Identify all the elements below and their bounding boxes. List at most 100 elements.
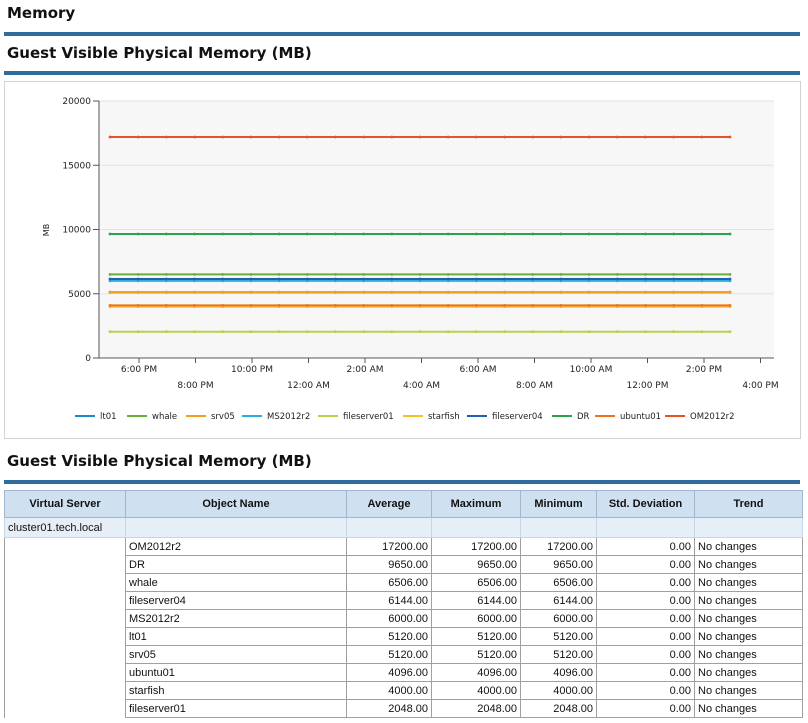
average-cell: 2048.00 bbox=[346, 699, 432, 718]
average-cell: 5120.00 bbox=[346, 645, 432, 664]
data-point bbox=[390, 277, 394, 281]
trend-cell: No changes bbox=[694, 555, 803, 574]
table-row: starfish 4000.00 4000.00 4000.00 0.00 No chan… bbox=[4, 681, 803, 700]
data-point bbox=[559, 272, 563, 276]
std-deviation-cell: 0.00 bbox=[596, 627, 695, 646]
data-point bbox=[390, 330, 394, 334]
section-title: Memory bbox=[7, 4, 76, 22]
x-tick-label: 8:00 PM bbox=[177, 381, 213, 391]
data-point bbox=[249, 290, 253, 294]
data-point bbox=[277, 290, 281, 294]
minimum-cell: 6000.00 bbox=[520, 609, 597, 628]
data-point bbox=[136, 135, 140, 139]
data-point bbox=[305, 303, 309, 307]
object-name-cell: lt01 bbox=[125, 627, 347, 646]
table-row: fileserver04 6144.00 6144.00 6144.00 0.00 No … bbox=[4, 591, 803, 610]
data-point bbox=[728, 290, 732, 294]
data-point bbox=[164, 232, 168, 236]
data-point bbox=[108, 135, 112, 139]
data-point bbox=[362, 277, 366, 281]
table-row: OM2012r2 17200.00 17200.00 17200.00 0.00 No c… bbox=[4, 537, 803, 556]
data-point bbox=[644, 232, 647, 236]
data-point bbox=[221, 290, 225, 294]
data-point bbox=[503, 135, 506, 139]
data-point bbox=[587, 272, 591, 276]
data-point bbox=[249, 277, 253, 281]
column-header-object-name[interactable]: Object Name bbox=[125, 490, 347, 518]
maximum-cell: 5120.00 bbox=[431, 645, 521, 664]
data-point bbox=[672, 272, 676, 276]
average-cell: 9650.00 bbox=[346, 555, 432, 574]
data-point bbox=[615, 232, 619, 236]
data-point bbox=[728, 277, 732, 281]
data-point bbox=[362, 272, 366, 276]
data-point bbox=[390, 135, 394, 139]
trend-cell: No changes bbox=[694, 627, 803, 646]
data-point bbox=[672, 303, 676, 307]
x-tick-label: 6:00 AM bbox=[460, 365, 497, 375]
column-header-virtual-server[interactable]: Virtual Server bbox=[4, 490, 126, 518]
maximum-cell: 4000.00 bbox=[431, 681, 521, 700]
data-point bbox=[305, 135, 309, 139]
column-header-trend[interactable]: Trend bbox=[694, 490, 803, 518]
std-deviation-cell: 0.00 bbox=[596, 591, 695, 610]
data-point bbox=[221, 277, 225, 281]
data-point bbox=[305, 272, 309, 276]
data-point bbox=[390, 290, 394, 294]
maximum-cell: 17200.00 bbox=[431, 537, 521, 556]
data-point bbox=[305, 277, 309, 281]
data-point bbox=[108, 272, 112, 276]
group-label: cluster01.tech.local bbox=[4, 517, 126, 538]
average-cell: 5120.00 bbox=[346, 627, 432, 646]
column-header-average[interactable]: Average bbox=[346, 490, 432, 518]
data-point bbox=[164, 303, 168, 307]
maximum-cell: 6506.00 bbox=[431, 573, 521, 592]
data-point bbox=[672, 277, 676, 281]
data-point bbox=[418, 277, 422, 281]
object-name-cell: srv05 bbox=[125, 645, 347, 664]
average-cell: 4000.00 bbox=[346, 681, 432, 700]
data-point bbox=[559, 303, 563, 307]
memory-line-chart: 0 5000 10000 15000 20000 MB 6:00 PM 8:00 PM 10:0… bbox=[42, 97, 779, 422]
minimum-cell: 4000.00 bbox=[520, 681, 597, 700]
column-header-std-deviation[interactable]: Std. Deviation bbox=[596, 490, 695, 518]
data-point bbox=[334, 272, 337, 276]
data-point bbox=[728, 330, 732, 334]
data-point bbox=[164, 272, 168, 276]
chart-panel: 0 5000 10000 15000 20000 MB 6:00 PM 8:00 PM 10:0… bbox=[4, 81, 801, 439]
x-tick-label: 2:00 PM bbox=[686, 365, 722, 375]
column-header-minimum[interactable]: Minimum bbox=[520, 490, 597, 518]
x-tick-label: 8:00 AM bbox=[516, 381, 553, 391]
data-point bbox=[249, 135, 253, 139]
data-point bbox=[334, 290, 337, 294]
data-point bbox=[474, 303, 478, 307]
column-header-maximum[interactable]: Maximum bbox=[431, 490, 521, 518]
data-point bbox=[587, 290, 591, 294]
data-point bbox=[531, 290, 535, 294]
table-row: DR 9650.00 9650.00 9650.00 0.00 No changes bbox=[4, 555, 803, 574]
data-point bbox=[446, 303, 450, 307]
minimum-cell: 2048.00 bbox=[520, 699, 597, 718]
trend-cell: No changes bbox=[694, 699, 803, 718]
data-point bbox=[193, 232, 196, 236]
object-name-cell: starfish bbox=[125, 681, 347, 700]
section-rule bbox=[4, 32, 800, 36]
data-point bbox=[305, 232, 309, 236]
data-point bbox=[474, 135, 478, 139]
table-row: MS2012r2 6000.00 6000.00 6000.00 0.00 No chan… bbox=[4, 609, 803, 628]
legend-label: DR bbox=[577, 412, 590, 422]
data-point bbox=[531, 232, 535, 236]
data-point bbox=[446, 135, 450, 139]
maximum-cell: 6000.00 bbox=[431, 609, 521, 628]
data-point bbox=[474, 277, 478, 281]
data-point bbox=[193, 303, 196, 307]
data-point bbox=[221, 272, 225, 276]
y-tick-label: 10000 bbox=[62, 226, 91, 236]
data-point bbox=[108, 290, 112, 294]
data-point bbox=[587, 277, 591, 281]
object-name-cell: fileserver01 bbox=[125, 699, 347, 718]
data-point bbox=[362, 290, 366, 294]
data-point bbox=[108, 277, 112, 281]
data-point bbox=[108, 330, 112, 334]
data-point bbox=[728, 135, 732, 139]
